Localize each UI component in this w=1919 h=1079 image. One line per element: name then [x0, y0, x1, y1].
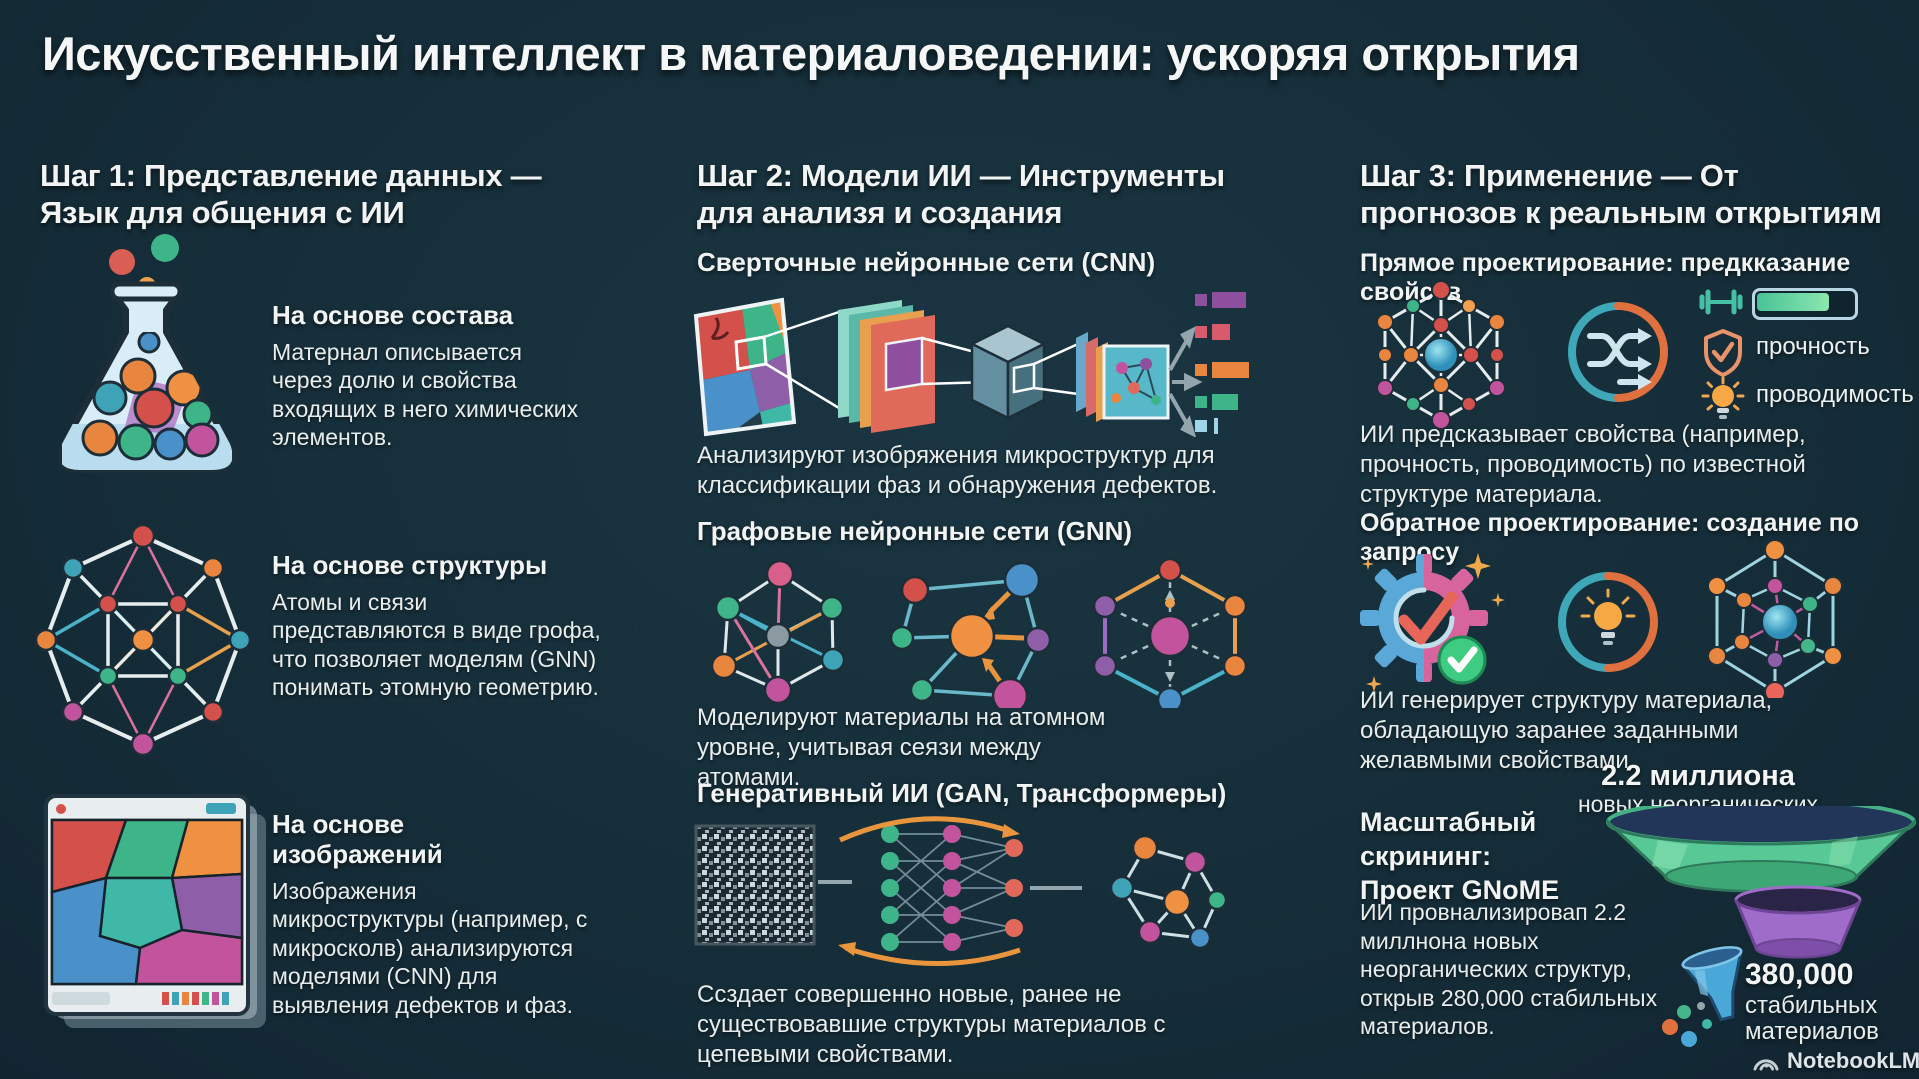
composition-body: Матернал описывается через долю и свойст… — [272, 338, 579, 451]
dumbbell-icon — [1699, 289, 1743, 315]
flask-icon — [57, 234, 235, 473]
stat-stable-materials: 380,000 стабильных материалов — [1745, 958, 1905, 1046]
images-body: Изображения микроструктуры (например, с … — [272, 877, 588, 1018]
bulb-ring-icon — [1558, 572, 1658, 672]
cnn-diagram-icon — [693, 292, 1249, 437]
strength-meter — [1752, 288, 1858, 320]
bulb-icon — [1701, 376, 1745, 419]
cnn-body: Анализируют изобряжения микроструктур дл… — [697, 442, 1218, 499]
structure-body: Атомы и связи представляются в виде гроф… — [272, 588, 601, 701]
sparkle-icon — [1465, 553, 1491, 579]
funnel-icon — [1606, 806, 1916, 1047]
crystal-lattice-icon — [1376, 280, 1506, 430]
stat-stable-materials-label: стабильных материалов — [1745, 992, 1879, 1046]
gan-network-edges — [889, 833, 1015, 943]
cnn-output-stack — [1076, 332, 1170, 422]
flask-balls — [62, 332, 232, 470]
structure-heading: На основе структуры — [272, 550, 548, 580]
inverse-heading: Обратное проектирование: создание по зап… — [1360, 509, 1860, 566]
brand-footer: NotebookLM — [1752, 1048, 1919, 1074]
brand-name: NotebookLM — [1787, 1048, 1919, 1073]
structure-graph-icon — [34, 523, 252, 757]
strength-label: прочность — [1756, 333, 1870, 360]
page-title: Искусственный интеллект в материаловеден… — [42, 27, 1580, 80]
cnn-cube — [969, 324, 1079, 421]
shield-check-icon — [1704, 329, 1742, 377]
images-heading: На основе изображений — [272, 809, 443, 869]
conductivity-label: проводимость — [1756, 381, 1914, 408]
step3-header: Шаг 3: Применение — От прогнозов к реаль… — [1360, 158, 1882, 230]
cnn-heading: Сверточные нейронные сети (CNN) — [697, 247, 1156, 277]
gan-molecule — [1109, 834, 1228, 950]
composition-block: На основе состава Матернал описывается ч… — [272, 300, 584, 452]
gnn-graph-b — [889, 561, 1052, 708]
gear-check-icon — [1360, 553, 1505, 692]
notebooklm-icon — [1753, 1059, 1779, 1071]
cnn-arrows — [1168, 326, 1203, 437]
microstructure-patches — [50, 818, 244, 986]
images-block: На основе изображений Изображения микрос… — [272, 809, 594, 1019]
stable-materials-dots — [1662, 1002, 1712, 1047]
composition-heading: На основе состава — [272, 300, 514, 330]
generated-molecule-icon — [1707, 539, 1843, 698]
strength-meter-fill — [1757, 293, 1829, 311]
forward-heading: Прямое проектирование: предкказание свой… — [1360, 249, 1851, 306]
inverse-body: ИИ генерирует структуру материала, облад… — [1360, 687, 1773, 774]
gnn-graph-a — [710, 559, 846, 705]
screening-heading: Масштабный скрининг: Проект GNoME — [1360, 807, 1560, 905]
cnn-class-bars — [1195, 292, 1249, 434]
step1-header: Шаг 1: Представление данных — Язык для о… — [40, 158, 542, 230]
noise-input — [694, 824, 816, 946]
step2-header: Шаг 2: Модели ИИ — Инструменты для анали… — [697, 158, 1225, 230]
gnn-heading: Графовые нейронные сети (GNN) — [697, 516, 1133, 546]
microstructure-window-icon — [44, 794, 266, 1028]
gnn-graph-c — [1092, 557, 1248, 708]
funnel-spout — [1680, 946, 1744, 1022]
forward-body: ИИ предсказывает свойства (например, про… — [1360, 421, 1806, 508]
gan-diagram-icon — [694, 816, 1228, 966]
shuffle-ring-icon — [1568, 302, 1668, 402]
stat-stable-materials-value: 380,000 — [1745, 958, 1854, 991]
cnn-feature-stack — [838, 300, 991, 433]
gan-network-nodes — [881, 825, 1023, 951]
gen-heading: Генеративный ИИ (GAN, Трансформеры) — [697, 778, 1227, 808]
gen-body: Ссздает совершенно новые, ранее не сущес… — [697, 981, 1166, 1068]
gnn-body: Моделируют материалы на атомном уровне, … — [697, 704, 1106, 791]
structure-block: На основе структуры Атомы и связи предст… — [272, 550, 604, 702]
stat-new-structures-value: 2.2 миллиона — [1601, 760, 1795, 792]
window-ticks — [162, 992, 229, 1005]
gnn-diagram-icon — [710, 557, 1248, 708]
screening-body: ИИ провнализировап 2.2 миллнона новых не… — [1360, 899, 1658, 1040]
